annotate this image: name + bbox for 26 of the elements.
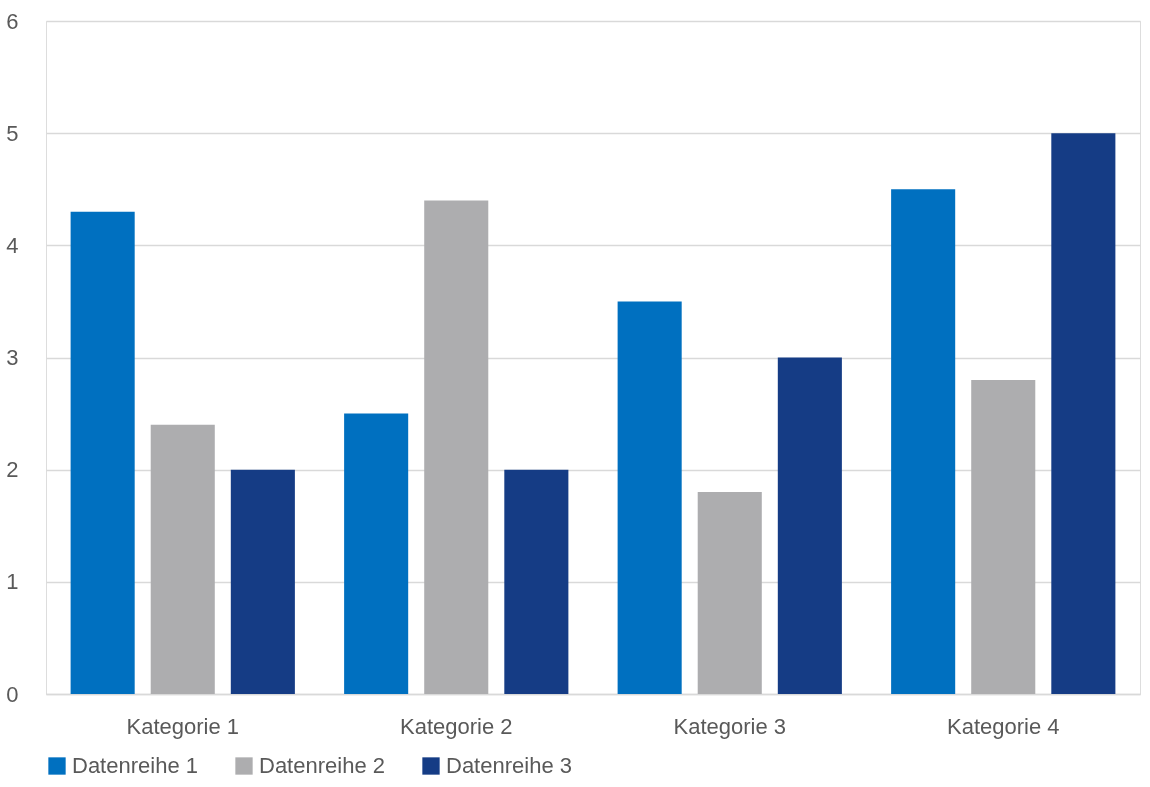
x-tick-label: Kategorie 4 — [946, 713, 1060, 739]
x-tick-label: Kategorie 3 — [673, 713, 787, 739]
bar — [344, 413, 409, 694]
y-tick-label: 5 — [6, 120, 19, 146]
bar — [1051, 133, 1116, 694]
bar — [424, 200, 489, 694]
legend-label: Datenreihe 2 — [259, 753, 385, 778]
y-tick-label: 3 — [6, 345, 19, 370]
y-tick-label: 2 — [6, 457, 19, 483]
y-tick-label: 6 — [6, 8, 19, 34]
bar — [777, 357, 842, 694]
legend-label: Datenreihe 1 — [72, 753, 198, 778]
bar — [697, 492, 762, 694]
bar — [504, 469, 569, 694]
y-tick-label: 0 — [6, 681, 19, 707]
bar — [971, 379, 1036, 694]
x-tick-label: Kategorie 1 — [126, 713, 240, 739]
bar — [230, 469, 295, 694]
x-tick-label: Kategorie 2 — [399, 713, 513, 739]
y-tick-label: 4 — [6, 232, 19, 258]
bar — [891, 189, 956, 694]
bar — [150, 424, 215, 694]
y-tick-label: 1 — [6, 569, 19, 595]
legend-label: Datenreihe 3 — [446, 753, 572, 778]
bar — [70, 211, 135, 694]
bar — [617, 301, 682, 694]
